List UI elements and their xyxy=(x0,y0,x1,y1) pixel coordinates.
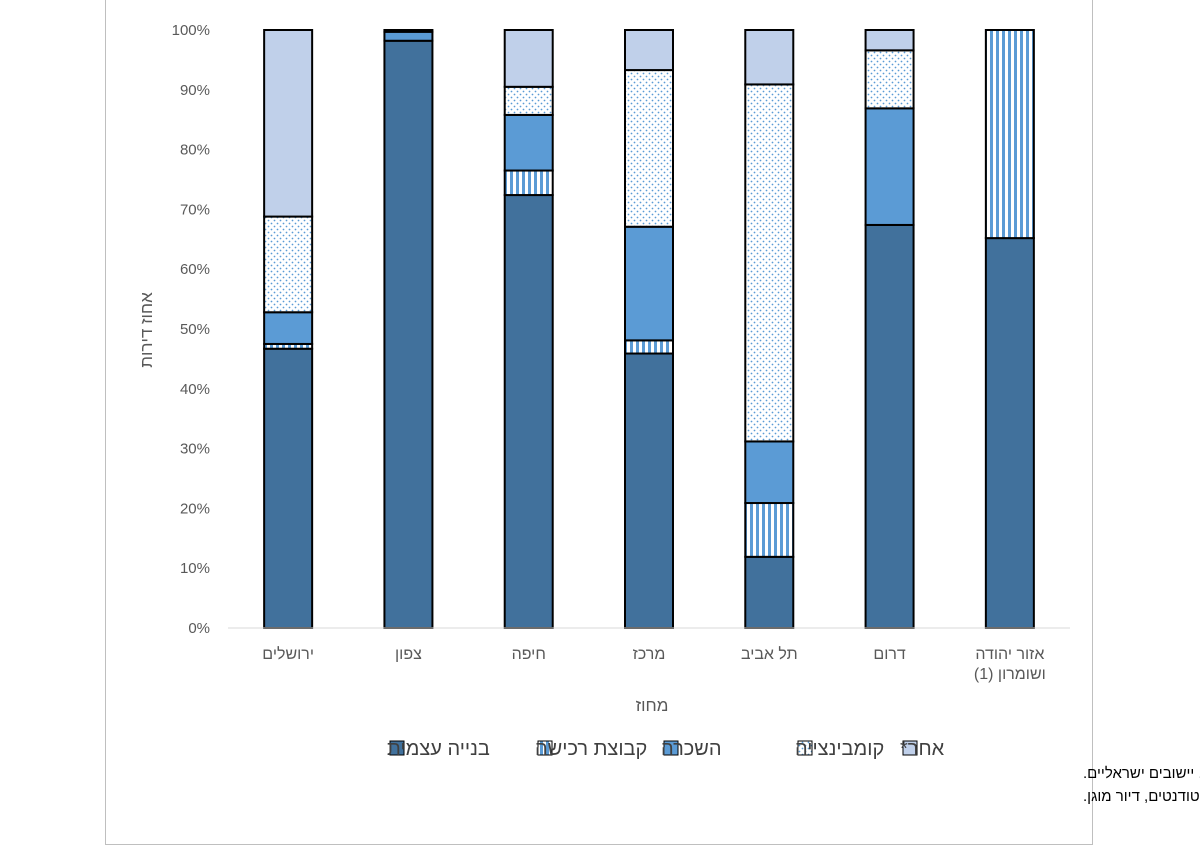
x-axis-title: מחוז xyxy=(636,696,669,715)
x-axis: ירושלים צפון חיפה מרכז תל אביב דרום אזור יהודה… xyxy=(228,627,1070,683)
bar-segment xyxy=(744,555,795,630)
legend-label: קומבינצייה xyxy=(795,738,884,760)
legend-label: קבוצת רכישה xyxy=(535,738,647,760)
bar-segment xyxy=(383,30,434,42)
legend-swatch xyxy=(797,740,813,756)
bar-segment xyxy=(503,194,554,629)
y-tick-label: 0% xyxy=(188,620,210,637)
y-tick-label: 10% xyxy=(180,560,210,577)
bar-segment xyxy=(624,29,674,72)
bar-segment xyxy=(383,39,434,630)
bar-segment xyxy=(503,169,554,197)
bar-segment xyxy=(263,215,314,314)
y-tick-label: 30% xyxy=(180,441,210,458)
bar-segment xyxy=(624,225,674,342)
y-tick-label: 90% xyxy=(180,82,210,99)
x-tick-label: חיפה xyxy=(512,646,546,663)
legend-swatch xyxy=(537,740,553,756)
bar-segment xyxy=(744,83,795,443)
y-axis-title: אחוז דירות xyxy=(137,292,156,368)
bar-segment xyxy=(744,502,795,558)
bar-segment xyxy=(984,237,1035,629)
y-axis: 0% 10% 20% 30% 40% 50% 60% 70% 80% 90% 100% xyxy=(172,22,210,637)
bar-segment xyxy=(984,29,1035,240)
y-tick-label: 100% xyxy=(172,22,210,39)
bar-segment xyxy=(864,49,915,110)
chart-frame xyxy=(105,0,1093,845)
x-tick-label: אזור יהודה xyxy=(975,646,1044,663)
legend-label: אחר* xyxy=(900,738,945,760)
y-tick-label: 70% xyxy=(180,201,210,218)
bar-segment xyxy=(263,347,314,629)
bar-segment xyxy=(383,29,434,33)
bar-segment xyxy=(864,29,915,52)
y-tick-label: 80% xyxy=(180,142,210,159)
footnote-2: *אחר: עמותה, הוסטל, מעונות סטודנטים, דיו… xyxy=(1083,788,1200,805)
legend-swatch xyxy=(389,740,405,756)
bar-segment xyxy=(503,29,554,88)
bar-segment xyxy=(864,223,915,629)
y-tick-label: 60% xyxy=(180,261,210,278)
legend-swatch xyxy=(663,740,679,756)
legend-label: בנייה עצמית xyxy=(387,738,490,760)
bar-segment xyxy=(503,85,554,116)
x-tick-label: ושומרון (1) xyxy=(974,666,1046,683)
bar-segment xyxy=(744,29,795,86)
x-tick-label: דרום xyxy=(873,646,906,663)
legend: בנייה עצמית קבוצת רכישה השכרה קומבינצייה אחר… xyxy=(387,738,945,760)
bars xyxy=(263,29,1035,630)
legend-label: השכרה xyxy=(661,738,722,760)
bar-segment xyxy=(744,440,795,505)
bar-segment xyxy=(263,29,314,218)
x-tick-label: ירושלים xyxy=(262,645,314,663)
x-tick-label: מרכז xyxy=(633,646,666,663)
bar-segment xyxy=(263,311,314,345)
x-tick-label: תל אביב xyxy=(741,645,798,663)
footnote-1: 1. יישובים ישראליים. xyxy=(1083,765,1200,782)
bar-segment xyxy=(624,339,674,355)
y-tick-label: 20% xyxy=(180,500,210,517)
bar-segment xyxy=(864,107,915,226)
bar-segment xyxy=(503,113,554,172)
bar-segment xyxy=(624,352,674,629)
bar-segment xyxy=(624,69,674,228)
legend-swatch xyxy=(902,740,918,756)
x-tick-label: צפון xyxy=(395,646,422,663)
y-tick-label: 50% xyxy=(180,321,210,338)
y-tick-label: 40% xyxy=(180,381,210,398)
